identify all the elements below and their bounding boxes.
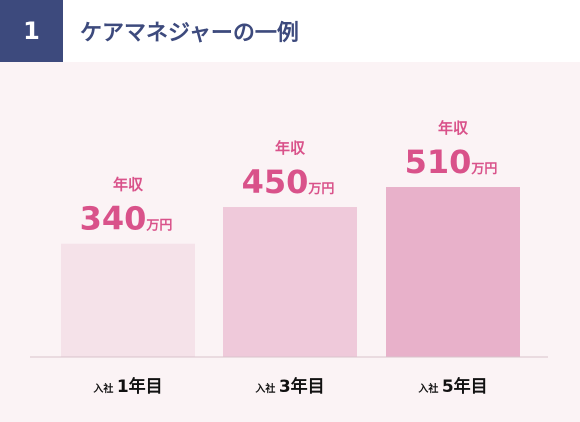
bar [61, 243, 195, 357]
x-axis-tick-label: 入社 1年目 [93, 376, 162, 397]
header: 1 ケアマネジャーの一例 [0, 0, 580, 62]
bar-value-label: 510万円 [405, 143, 498, 181]
bar-value-prefix-label: 年収 [438, 119, 469, 137]
section-number-badge: 1 [0, 0, 63, 62]
bar-value-prefix-label: 年収 [275, 139, 306, 157]
x-axis-tick-label: 入社 5年目 [418, 376, 487, 397]
bar-value-prefix-label: 年収 [113, 176, 144, 194]
x-axis-tick-label: 入社 3年目 [255, 376, 324, 397]
page-title: ケアマネジャーの一例 [80, 21, 299, 46]
bar-value-label: 450万円 [242, 163, 335, 201]
bar [386, 187, 520, 357]
bar [223, 207, 357, 357]
bar-value-label: 340万円 [80, 200, 173, 238]
